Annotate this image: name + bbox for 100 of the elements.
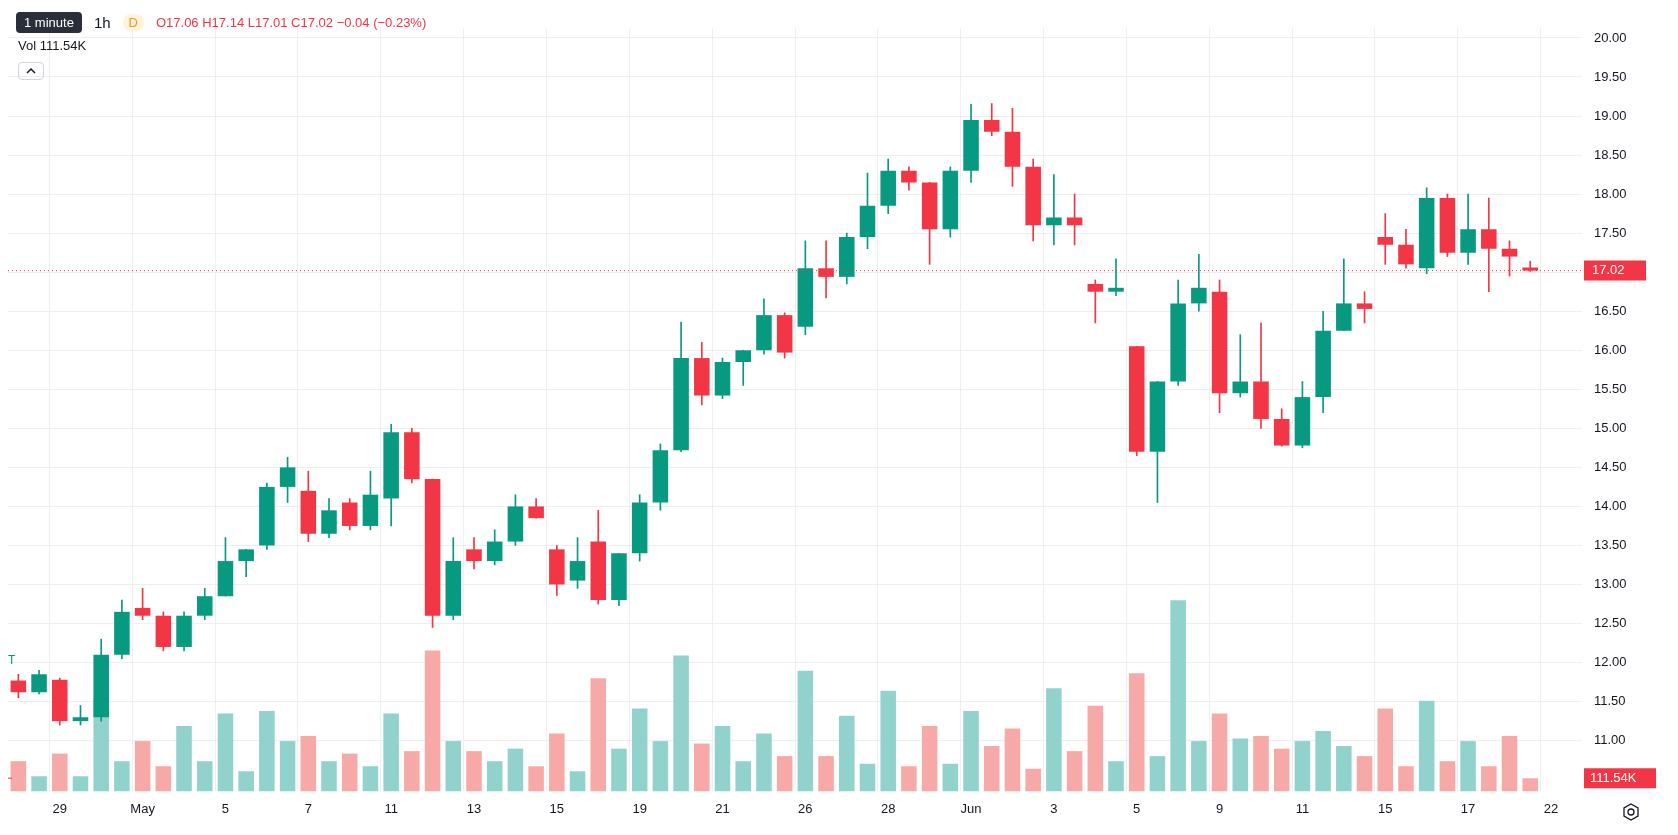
y-tick-label: 16.50 <box>1594 302 1627 318</box>
candlestick <box>1191 253 1207 312</box>
bar <box>983 746 1000 792</box>
x-tick-label: 15 <box>549 800 565 816</box>
y-tick-label: 18.00 <box>1594 185 1627 201</box>
bar <box>52 753 68 792</box>
bar <box>1066 751 1083 792</box>
y-tick-label: 11.50 <box>1594 693 1626 709</box>
bar <box>445 741 462 792</box>
x-tick-label: 7 <box>304 800 312 816</box>
bar <box>1087 705 1104 792</box>
annotation: Vol 111.54K <box>18 38 87 53</box>
bar <box>114 761 130 792</box>
x-tick-label: 21 <box>715 800 730 816</box>
bar <box>673 655 689 792</box>
x-tick-label: 17 <box>1460 800 1476 816</box>
bar <box>921 725 938 792</box>
bar <box>735 761 751 792</box>
x-tick-label: 5 <box>1133 800 1141 816</box>
bar <box>424 650 441 792</box>
candlestick <box>1046 174 1062 246</box>
bar <box>1439 761 1456 792</box>
x-tick-label: 29 <box>52 800 68 816</box>
bar <box>1336 746 1352 792</box>
bar <box>259 710 275 792</box>
bar <box>1232 738 1249 792</box>
y-tick-label: 15.00 <box>1594 419 1627 435</box>
bar <box>590 678 607 792</box>
bar <box>1315 731 1331 792</box>
y-tick-label: 12.00 <box>1594 654 1627 670</box>
y-tick-label: 13.50 <box>1594 537 1627 553</box>
bar <box>1149 756 1166 792</box>
bar <box>859 763 876 792</box>
bar <box>1377 708 1394 792</box>
x-tick-label: 3 <box>1050 800 1058 816</box>
bar <box>818 756 834 792</box>
bar <box>797 670 814 792</box>
y-tick-label: 12.50 <box>1594 615 1627 631</box>
candlestick <box>1087 279 1104 324</box>
x-tick-label: 11 <box>1295 800 1310 816</box>
x-tick-label: 22 <box>1543 800 1559 816</box>
bar <box>1128 673 1145 792</box>
bar <box>300 736 317 792</box>
bar <box>507 748 524 792</box>
y-tick-label: 19.50 <box>1594 68 1627 84</box>
y-tick-label: 11.00 <box>1594 732 1626 748</box>
bar <box>31 776 47 792</box>
x-tick-label: May <box>130 800 156 816</box>
bar <box>1025 768 1041 792</box>
x-tick-label: 19 <box>632 800 647 816</box>
x-tick-label: 11 <box>384 800 398 816</box>
annotation: 1h <box>93 14 111 31</box>
candlestick <box>1232 334 1249 398</box>
bar <box>72 776 89 792</box>
bar <box>1501 736 1518 792</box>
bar <box>963 710 979 792</box>
bar <box>1356 756 1373 792</box>
bar <box>1253 736 1269 792</box>
bar <box>1108 761 1124 792</box>
bar <box>1191 741 1207 792</box>
x-tick-label: Jun <box>960 800 982 816</box>
y-tick-label: 19.00 <box>1594 107 1627 123</box>
bar <box>466 751 482 792</box>
bar <box>486 761 503 792</box>
bar <box>569 771 586 792</box>
bar <box>694 743 710 792</box>
y-tick-label: 17.50 <box>1594 224 1627 240</box>
bar <box>901 766 917 792</box>
bar <box>176 725 192 792</box>
bar <box>362 766 379 792</box>
bar <box>714 725 731 792</box>
ref-line-label: 17.02 <box>1592 262 1625 278</box>
bar <box>1522 778 1538 792</box>
x-tick-label: 15 <box>1378 800 1393 816</box>
bar <box>652 741 669 792</box>
bar <box>279 741 296 792</box>
bar <box>1398 766 1414 792</box>
x-tick-label: 13 <box>466 800 482 816</box>
y-tick-label: 14.00 <box>1594 497 1627 513</box>
x-tick-label: 28 <box>880 800 896 816</box>
bar <box>528 766 544 792</box>
bar <box>217 713 234 792</box>
bar <box>1211 713 1228 792</box>
annotation: D <box>122 14 144 31</box>
candlestick <box>1108 258 1124 296</box>
bar <box>321 761 337 792</box>
bar <box>341 753 358 792</box>
y-tick-label: 13.00 <box>1594 576 1627 592</box>
bar <box>631 708 648 792</box>
bar <box>155 766 172 792</box>
bar <box>1481 766 1497 792</box>
y-tick-label: 14.50 <box>1594 458 1627 474</box>
bar <box>1170 600 1186 792</box>
bar <box>196 761 213 792</box>
bar <box>1294 741 1311 792</box>
bar <box>404 751 420 792</box>
y-tick-label: 18.50 <box>1594 146 1627 162</box>
x-tick-label: 9 <box>1215 800 1224 816</box>
bar <box>942 763 959 792</box>
y-tick-label: 16.00 <box>1594 341 1627 357</box>
